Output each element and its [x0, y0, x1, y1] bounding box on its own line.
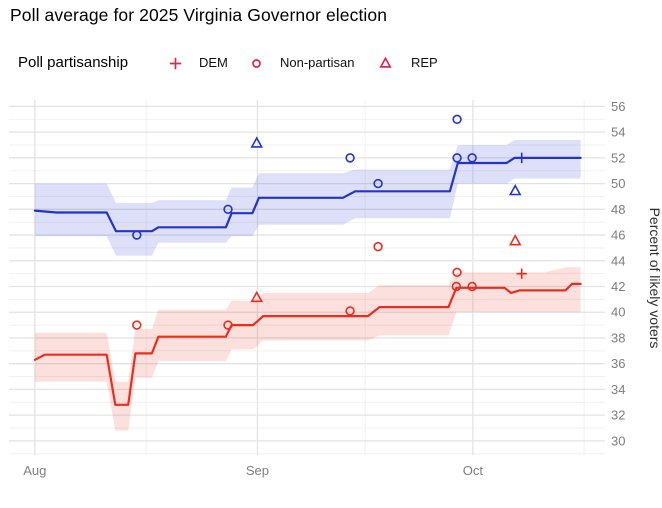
y-tick-label: 36	[611, 356, 625, 371]
y-tick-label: 34	[611, 382, 625, 397]
x-tick-label: Aug	[23, 463, 46, 478]
red-poll-circle-marker	[452, 267, 462, 278]
chart-canvas: Aug Sep Oct 30 32 34 36 38 40 42 44 46 48 50 52 54 56 Per…	[9, 99, 662, 478]
y-tick-label: 32	[611, 408, 625, 423]
red-poll-triangle-marker	[508, 234, 522, 246]
legend: Poll partisanship DEM Non-partisan REP	[0, 52, 662, 76]
red-poll-triangle-marker	[250, 290, 263, 303]
blue-poll-circle-marker	[345, 153, 355, 163]
y-tick-label: 54	[611, 125, 625, 140]
y-tick-labels: 30 32 34 36 38 40 42 44 46 48 50 52 54 56	[611, 99, 625, 448]
blue-poll-triangle-marker	[508, 183, 522, 196]
nonpartisan-circle-icon	[248, 55, 265, 72]
grid-major	[9, 100, 605, 455]
y-tick-label: 30	[611, 433, 625, 448]
legend-label-nonpartisan: Non-partisan	[280, 55, 355, 70]
legend-label-dem: DEM	[199, 55, 228, 70]
x-tick-labels: Aug Sep Oct	[23, 463, 483, 478]
blue-poll-circle-marker	[132, 230, 142, 240]
red-poll-plus-marker	[516, 268, 527, 279]
y-tick-label: 42	[611, 279, 625, 294]
dem-plus-icon	[167, 55, 184, 72]
y-axis-title: Percent of likely voters	[647, 208, 662, 349]
blue-poll-circle-marker	[452, 153, 462, 163]
red-confidence-band	[34, 267, 581, 431]
red-poll-circle-marker	[223, 320, 233, 330]
blue-poll-circle-marker	[223, 204, 233, 215]
y-tick-label: 48	[611, 202, 625, 217]
blue-poll-triangle-marker	[250, 136, 263, 148]
red-poll-circle-marker	[451, 281, 462, 292]
y-tick-label: 40	[611, 305, 625, 320]
blue-poll-circle-marker	[452, 114, 462, 124]
y-tick-label: 44	[611, 253, 625, 268]
x-tick-label: Sep	[246, 463, 269, 478]
y-tick-label: 56	[611, 99, 625, 114]
red-poll-circle-marker	[373, 241, 383, 252]
blue-poll-circle-marker	[373, 178, 383, 189]
red-poll-circle-marker	[467, 281, 477, 292]
y-tick-label: 52	[611, 150, 625, 165]
red-poll-circle-marker	[345, 306, 355, 316]
rep-triangle-icon	[377, 55, 394, 72]
page-title: Poll average for 2025 Virginia Governor …	[10, 5, 388, 25]
red-poll-markers	[132, 234, 527, 330]
blue-poll-circle-marker	[467, 153, 477, 163]
y-tick-label: 38	[611, 330, 625, 345]
grid-minor	[9, 100, 605, 455]
y-tick-label: 46	[611, 228, 625, 243]
legend-title: Poll partisanship	[18, 54, 129, 71]
blue-average-line	[33, 156, 582, 233]
red-average-line	[33, 282, 582, 406]
red-poll-circle-marker	[132, 320, 142, 330]
blue-poll-markers	[132, 114, 527, 240]
x-tick-label: Oct	[463, 463, 484, 478]
y-tick-label: 50	[611, 176, 625, 191]
blue-poll-plus-marker	[516, 152, 527, 164]
legend-label-rep: REP	[411, 55, 438, 70]
